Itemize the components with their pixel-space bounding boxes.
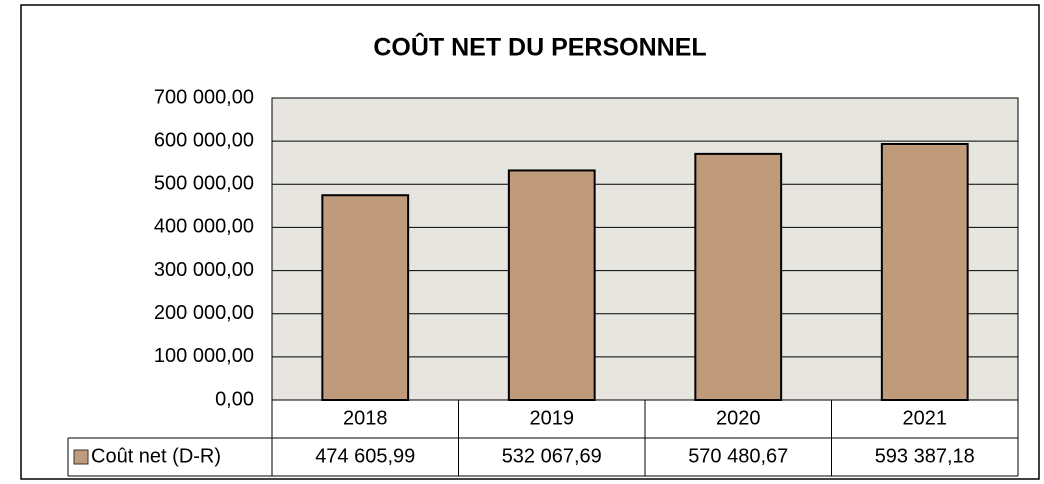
bar — [694, 152, 783, 401]
y-tick-label: 500 000,00 — [154, 173, 254, 195]
y-tick-label: 300 000,00 — [154, 259, 254, 281]
data-table-value: 593 387,18 — [875, 445, 975, 467]
legend-label: Coût net (D-R) — [91, 445, 221, 467]
data-table-value: 474 605,99 — [315, 445, 415, 467]
y-tick-label: 0,00 — [215, 388, 254, 410]
y-tick-label: 100 000,00 — [154, 345, 254, 367]
x-tick-label: 2020 — [716, 407, 761, 429]
bar — [507, 169, 596, 401]
data-table-value: 532 067,69 — [502, 445, 602, 467]
x-tick-label: 2019 — [530, 407, 575, 429]
data-table-value: 570 480,67 — [688, 445, 788, 467]
chart-title: COÛT NET DU PERSONNEL — [373, 32, 706, 62]
y-tick-label: 400 000,00 — [154, 216, 254, 238]
x-tick-label: 2021 — [903, 407, 948, 429]
legend-key — [73, 449, 89, 465]
bar — [880, 142, 969, 401]
bar — [321, 194, 410, 401]
x-tick-label: 2018 — [343, 407, 388, 429]
y-tick-label: 600 000,00 — [154, 129, 254, 151]
y-tick-label: 700 000,00 — [154, 86, 254, 108]
y-tick-label: 200 000,00 — [154, 302, 254, 324]
